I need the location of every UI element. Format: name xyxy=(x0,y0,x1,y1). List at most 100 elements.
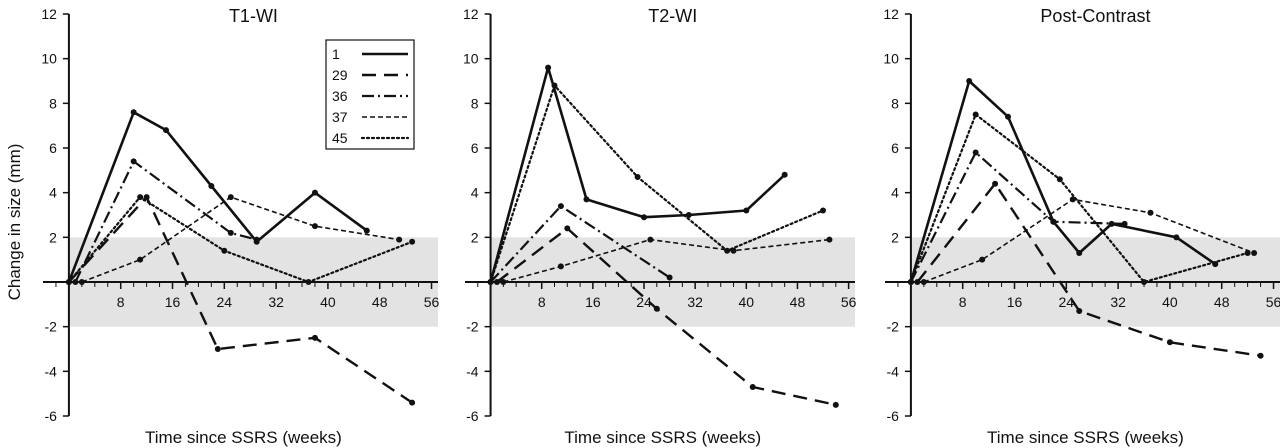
y-tick-label: 12 xyxy=(41,6,57,22)
y-tick-label: 6 xyxy=(891,140,899,156)
x-tick-label: 40 xyxy=(320,294,336,310)
data-point-29 xyxy=(749,383,756,390)
y-tick-label: -2 xyxy=(44,319,57,335)
data-point-29 xyxy=(143,194,150,201)
legend-label: 1 xyxy=(332,46,340,62)
y-tick-label: -4 xyxy=(886,363,899,379)
data-point-1 xyxy=(966,78,973,84)
data-point-29 xyxy=(832,401,839,408)
series-line-1 xyxy=(909,79,1216,283)
data-point-1 xyxy=(583,196,590,203)
x-tick-label: 40 xyxy=(1162,294,1178,310)
y-tick-label: -2 xyxy=(886,319,899,335)
data-point-29 xyxy=(1166,339,1173,346)
y-tick-label: -6 xyxy=(44,408,57,424)
data-point-29 xyxy=(564,225,571,232)
x-tick-label: 16 xyxy=(585,294,601,310)
y-tick-label: 10 xyxy=(463,51,479,67)
data-point-1 xyxy=(1076,249,1083,256)
data-point-45 xyxy=(137,194,144,201)
data-point-45 xyxy=(820,207,827,214)
y-tick-label: 4 xyxy=(471,185,479,201)
data-point-29 xyxy=(653,305,660,312)
series-line-36 xyxy=(909,151,1125,283)
legend-box xyxy=(325,39,415,150)
data-point-37 xyxy=(979,256,986,263)
data-point-29 xyxy=(493,279,500,285)
data-point-1 xyxy=(1173,234,1180,241)
data-point-45 xyxy=(221,247,228,254)
y-tick-label: 4 xyxy=(891,185,899,201)
data-point-37 xyxy=(1147,209,1154,216)
legend-label: 29 xyxy=(332,67,348,83)
x-tick-label: 32 xyxy=(268,294,284,310)
y-tick-label: -2 xyxy=(466,319,479,335)
data-point-1 xyxy=(311,189,318,196)
data-point-45 xyxy=(409,238,416,245)
x-tick-label: 32 xyxy=(687,294,703,310)
data-point-45 xyxy=(724,247,731,254)
x-tick-label: 8 xyxy=(959,294,967,310)
x-tick-label: 40 xyxy=(739,294,755,310)
x-tick-label: 48 xyxy=(1214,294,1230,310)
y-tick-label: 2 xyxy=(891,229,899,245)
x-tick-label: 56 xyxy=(424,294,440,310)
y-tick-label: 10 xyxy=(41,51,57,67)
data-point-45 xyxy=(972,111,979,118)
data-point-1 xyxy=(781,171,788,178)
x-axis-title: Time since SSRS (weeks) xyxy=(564,428,761,447)
data-point-29 xyxy=(1076,308,1083,315)
data-point-37 xyxy=(227,194,234,201)
series-line-36 xyxy=(74,160,257,283)
data-point-37 xyxy=(78,279,85,285)
x-tick-label: 16 xyxy=(165,294,181,310)
panel-title: Post-Contrast xyxy=(1040,6,1150,26)
data-point-37 xyxy=(557,263,564,270)
data-point-1 xyxy=(130,109,137,116)
data-point-36 xyxy=(666,274,673,281)
y-tick-label: 4 xyxy=(49,185,57,201)
data-point-36 xyxy=(972,149,979,156)
data-point-37 xyxy=(647,236,654,243)
legend-label: 45 xyxy=(332,130,348,146)
data-point-1 xyxy=(641,214,648,221)
y-tick-label: 8 xyxy=(471,95,479,111)
data-point-1 xyxy=(545,64,552,71)
x-tick-label: 56 xyxy=(841,294,857,310)
legend-label: 37 xyxy=(332,109,348,125)
y-tick-label: 6 xyxy=(49,140,57,156)
data-point-45 xyxy=(487,279,494,285)
y-tick-label: -4 xyxy=(44,363,57,379)
data-point-37 xyxy=(311,223,318,230)
data-point-29 xyxy=(214,346,221,352)
panel-title: T1-WI xyxy=(229,6,278,26)
data-point-29 xyxy=(409,399,416,406)
y-tick-label: 8 xyxy=(891,95,899,111)
x-tick-label: 48 xyxy=(790,294,806,310)
y-tick-label: -4 xyxy=(466,363,479,379)
data-point-45 xyxy=(1141,279,1148,285)
data-point-36 xyxy=(227,229,234,236)
x-tick-label: 16 xyxy=(1007,294,1023,310)
y-tick-label: 8 xyxy=(49,95,57,111)
data-point-37 xyxy=(500,279,507,285)
data-point-45 xyxy=(1244,249,1251,256)
data-point-45 xyxy=(907,279,914,285)
data-point-36 xyxy=(557,203,564,210)
panel-title: T2-WI xyxy=(648,6,697,26)
data-point-45 xyxy=(305,279,312,285)
x-tick-label: 48 xyxy=(372,294,388,310)
y-tick-label: -6 xyxy=(466,408,479,424)
y-axis-title: Change in size (mm) xyxy=(5,144,24,301)
data-point-1 xyxy=(363,227,370,234)
x-tick-label: 24 xyxy=(1059,294,1075,310)
x-tick-label: 56 xyxy=(1266,294,1280,310)
data-point-36 xyxy=(72,279,79,285)
data-point-36 xyxy=(130,158,137,165)
data-point-29 xyxy=(1257,352,1264,359)
legend-label: 36 xyxy=(332,88,348,104)
